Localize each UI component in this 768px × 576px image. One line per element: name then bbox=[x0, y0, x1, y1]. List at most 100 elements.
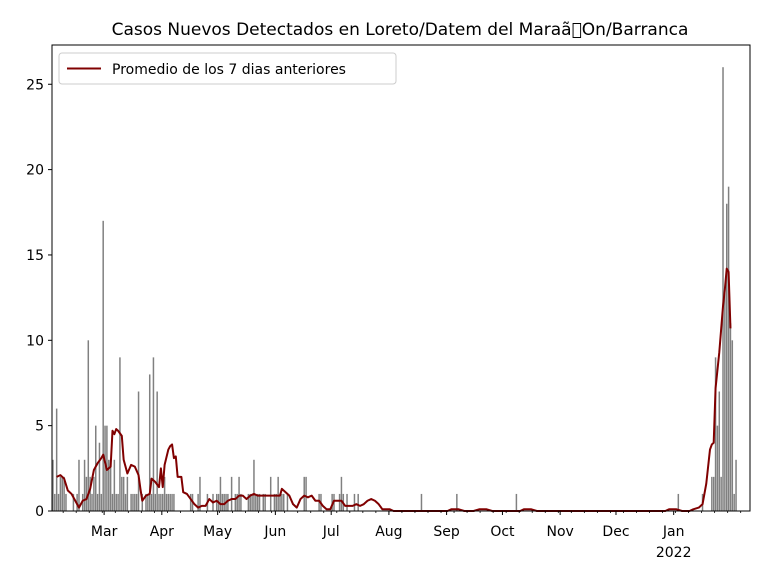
bar bbox=[199, 476, 201, 511]
x-tick-label: Aug bbox=[375, 524, 402, 540]
bar bbox=[54, 493, 56, 511]
bar bbox=[720, 476, 722, 511]
bar bbox=[121, 476, 123, 511]
bar bbox=[162, 493, 164, 511]
bar bbox=[111, 493, 114, 511]
bar bbox=[331, 493, 333, 511]
bar bbox=[109, 459, 112, 511]
bar bbox=[273, 493, 276, 511]
bar bbox=[147, 493, 149, 511]
bar bbox=[249, 493, 251, 511]
bar bbox=[722, 67, 724, 511]
plot-frame bbox=[51, 44, 751, 512]
bar bbox=[126, 476, 129, 511]
x-tick-label: May bbox=[203, 524, 232, 540]
bar bbox=[247, 493, 250, 511]
bar bbox=[240, 493, 242, 511]
bar bbox=[165, 493, 168, 511]
bar bbox=[236, 493, 238, 511]
bars-layer bbox=[52, 67, 737, 511]
y-tick-label: 15 bbox=[26, 248, 44, 264]
bar bbox=[57, 493, 60, 511]
bar bbox=[282, 493, 285, 511]
x-tick-label: Oct bbox=[490, 524, 515, 540]
bar bbox=[96, 493, 99, 511]
y-tick-label: 10 bbox=[26, 333, 44, 349]
bar bbox=[171, 493, 173, 511]
bar bbox=[346, 493, 348, 511]
bar bbox=[134, 493, 136, 511]
bar bbox=[725, 203, 728, 511]
bar bbox=[113, 459, 116, 511]
x-tick-label: Jan bbox=[662, 524, 685, 540]
bar bbox=[145, 493, 147, 511]
bar bbox=[167, 493, 170, 511]
bar bbox=[340, 476, 343, 511]
bar bbox=[63, 476, 65, 511]
x-tick-label: Apr bbox=[150, 524, 174, 540]
bar bbox=[277, 476, 279, 511]
bar bbox=[189, 493, 192, 511]
bar bbox=[712, 476, 715, 511]
bar bbox=[160, 493, 162, 511]
bar bbox=[98, 442, 101, 511]
legend: Promedio de los 7 dias anteriores bbox=[58, 52, 397, 85]
bar bbox=[150, 493, 153, 511]
bar bbox=[227, 493, 229, 511]
bar bbox=[52, 459, 54, 511]
y-tick-label: 5 bbox=[35, 419, 44, 435]
bar bbox=[173, 493, 175, 511]
bar bbox=[714, 357, 717, 511]
bar bbox=[258, 493, 261, 511]
bar bbox=[735, 459, 737, 511]
chart-title: Casos Nuevos Detectados en Loreto/Datem … bbox=[112, 20, 689, 40]
y-tick-label: 25 bbox=[26, 77, 44, 93]
bar bbox=[303, 476, 305, 511]
bar bbox=[158, 493, 160, 511]
bar bbox=[221, 493, 224, 511]
bar bbox=[55, 408, 58, 511]
y-axis: 0 5 10 15 20 25 bbox=[26, 77, 52, 520]
x-tick-label: Mar bbox=[91, 524, 118, 540]
bar bbox=[137, 391, 140, 511]
bar bbox=[281, 493, 283, 511]
bar bbox=[238, 476, 240, 511]
legend-box bbox=[58, 52, 397, 85]
bar bbox=[724, 289, 726, 511]
bar bbox=[132, 493, 134, 511]
bar bbox=[279, 493, 281, 511]
bar bbox=[89, 476, 91, 511]
bar bbox=[135, 493, 138, 511]
bar bbox=[108, 459, 110, 511]
line-layer bbox=[56, 267, 732, 512]
bar bbox=[255, 493, 257, 511]
bar bbox=[104, 425, 106, 511]
bar bbox=[234, 493, 237, 511]
bar bbox=[262, 493, 265, 511]
x-tick-label: Dec bbox=[602, 524, 629, 540]
bar bbox=[115, 493, 117, 511]
x-tick-label: Jul bbox=[322, 524, 340, 540]
bar bbox=[286, 493, 289, 511]
bar bbox=[85, 476, 88, 511]
bar bbox=[275, 493, 278, 511]
bar bbox=[215, 493, 218, 511]
bar bbox=[357, 493, 359, 511]
bar bbox=[163, 476, 166, 511]
bar bbox=[141, 493, 144, 511]
bar bbox=[716, 425, 719, 511]
average-line bbox=[56, 267, 732, 512]
x-tick-label: Jun bbox=[263, 524, 286, 540]
bar bbox=[305, 476, 307, 511]
bar bbox=[102, 220, 104, 511]
bar bbox=[83, 459, 86, 511]
bar bbox=[91, 493, 93, 511]
bar bbox=[353, 493, 356, 511]
bar bbox=[197, 493, 199, 511]
y-tick-label: 20 bbox=[26, 163, 44, 179]
x-tick-label: Nov bbox=[546, 524, 573, 540]
bar bbox=[152, 357, 155, 511]
bar bbox=[338, 493, 341, 511]
bar bbox=[420, 493, 423, 511]
bar bbox=[148, 374, 151, 511]
